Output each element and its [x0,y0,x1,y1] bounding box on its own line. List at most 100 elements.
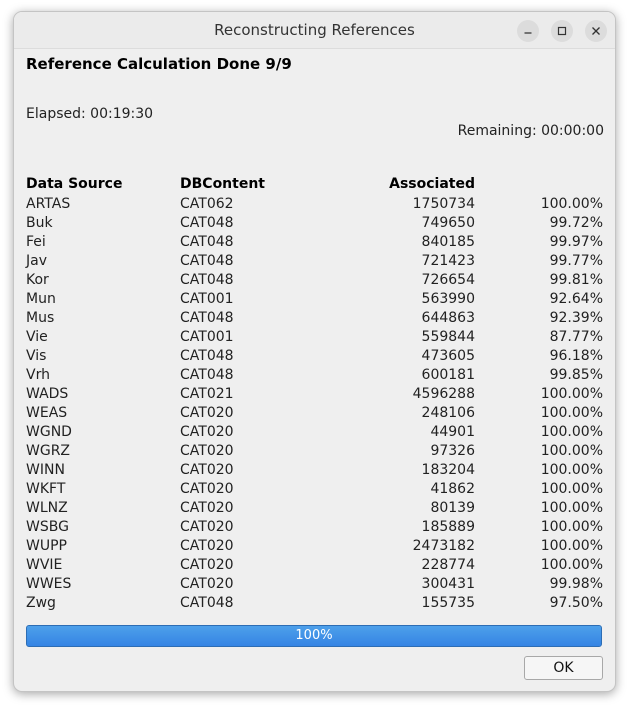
cell-percent: 99.97% [549,233,603,250]
minimize-button[interactable] [517,20,539,42]
cell-percent: 100.00% [540,499,603,516]
cell-percent: 96.18% [549,347,603,364]
cell-dbcontent: CAT020 [180,537,234,554]
cell-associated: 2473182 [412,537,475,554]
cell-associated: 155735 [421,594,475,611]
cell-percent: 87.77% [549,328,603,345]
cell-associated: 563990 [421,290,475,307]
cell-dbcontent: CAT020 [180,442,234,459]
table-row: WADS CAT021 4596288 100.00% [26,384,603,403]
cell-dbcontent: CAT020 [180,499,234,516]
cell-percent: 100.00% [540,556,603,573]
status-heading: Reference Calculation Done 9/9 [26,55,292,73]
cell-associated: 97326 [430,442,475,459]
cell-data-source: WGND [26,423,72,440]
cell-data-source: Jav [26,252,47,269]
cell-dbcontent: CAT021 [180,385,234,402]
cell-data-source: Buk [26,214,53,231]
cell-percent: 100.00% [540,537,603,554]
cell-data-source: WGRZ [26,442,71,459]
cell-percent: 92.39% [549,309,603,326]
cell-percent: 99.72% [549,214,603,231]
cell-percent: 97.50% [549,594,603,611]
cell-data-source: ARTAS [26,195,71,212]
cell-dbcontent: CAT020 [180,461,234,478]
cell-data-source: WVIE [26,556,63,573]
ok-button[interactable]: OK [524,656,603,680]
cell-associated: 600181 [421,366,475,383]
table-row: Mus CAT048 644863 92.39% [26,308,603,327]
cell-data-source: Vrh [26,366,50,383]
table-row: WVIE CAT020 228774 100.00% [26,555,603,574]
cell-percent: 99.85% [549,366,603,383]
table-row: WGND CAT020 44901 100.00% [26,422,603,441]
cell-associated: 726654 [421,271,475,288]
column-header-percent [475,174,603,194]
cell-data-source: Mus [26,309,55,326]
cell-percent: 99.81% [549,271,603,288]
table-row: WWES CAT020 300431 99.98% [26,574,603,593]
cell-percent: 100.00% [540,480,603,497]
close-icon [592,27,600,35]
progress-bar: 100% [26,625,602,647]
cell-percent: 92.64% [549,290,603,307]
cell-dbcontent: CAT020 [180,423,234,440]
cell-associated: 183204 [421,461,475,478]
table-row: Vrh CAT048 600181 99.85% [26,365,603,384]
cell-dbcontent: CAT020 [180,480,234,497]
close-button[interactable] [585,20,607,42]
cell-associated: 228774 [421,556,475,573]
table-row: WGRZ CAT020 97326 100.00% [26,441,603,460]
cell-associated: 721423 [421,252,475,269]
cell-associated: 1750734 [412,195,475,212]
cell-associated: 248106 [421,404,475,421]
table-header-row: Data Source DBContent Associated [26,174,603,194]
cell-dbcontent: CAT048 [180,233,234,250]
cell-percent: 100.00% [540,442,603,459]
cell-data-source: Fei [26,233,46,250]
cell-associated: 185889 [421,518,475,535]
title-bar: Reconstructing References [14,12,615,49]
cell-dbcontent: CAT048 [180,214,234,231]
cell-associated: 300431 [421,575,475,592]
table-row: WSBG CAT020 185889 100.00% [26,517,603,536]
cell-percent: 100.00% [540,461,603,478]
cell-dbcontent: CAT020 [180,575,234,592]
cell-data-source: Vie [26,328,48,345]
dialog-window: Reconstructing References Reference Calc… [13,11,616,692]
cell-percent: 100.00% [540,404,603,421]
table-row: WLNZ CAT020 80139 100.00% [26,498,603,517]
table-row: Zwg CAT048 155735 97.50% [26,593,603,612]
cell-data-source: Zwg [26,594,56,611]
cell-associated: 644863 [421,309,475,326]
cell-percent: 100.00% [540,385,603,402]
cell-data-source: WKFT [26,480,66,497]
cell-percent: 100.00% [540,518,603,535]
minimize-icon [524,32,532,34]
cell-dbcontent: CAT048 [180,309,234,326]
cell-data-source: WEAS [26,404,68,421]
maximize-icon [557,26,567,36]
column-header-associated: Associated [389,176,475,192]
cell-percent: 100.00% [540,423,603,440]
cell-data-source: WWES [26,575,72,592]
table-row: WINN CAT020 183204 100.00% [26,460,603,479]
table-row: WKFT CAT020 41862 100.00% [26,479,603,498]
maximize-button[interactable] [551,20,573,42]
cell-dbcontent: CAT062 [180,195,234,212]
table-row: Kor CAT048 726654 99.81% [26,270,603,289]
column-header-dbcontent: DBContent [180,176,265,192]
cell-dbcontent: CAT020 [180,556,234,573]
cell-data-source: Mun [26,290,56,307]
window-title: Reconstructing References [214,21,415,39]
cell-dbcontent: CAT048 [180,271,234,288]
cell-percent: 99.98% [549,575,603,592]
table-row: Buk CAT048 749650 99.72% [26,213,603,232]
cell-associated: 840185 [421,233,475,250]
cell-data-source: WUPP [26,537,67,554]
cell-data-source: WADS [26,385,69,402]
table-row: Mun CAT001 563990 92.64% [26,289,603,308]
cell-dbcontent: CAT020 [180,518,234,535]
progress-label: 100% [295,628,333,643]
cell-associated: 4596288 [412,385,475,402]
